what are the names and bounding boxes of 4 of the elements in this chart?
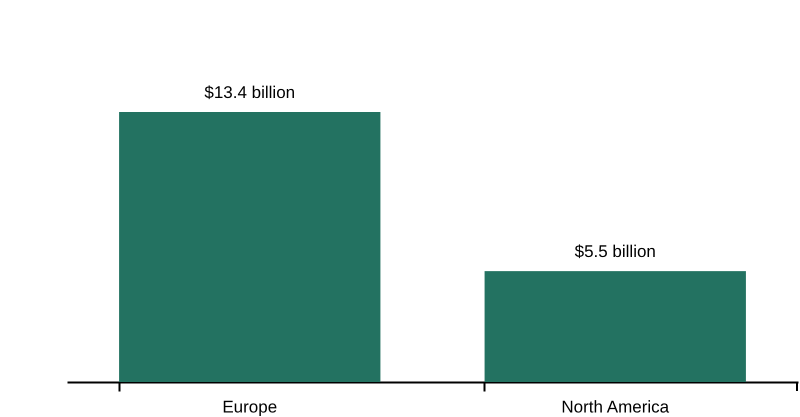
x-tick-label: Europe <box>222 398 278 416</box>
x-tick-label: North America <box>561 398 670 416</box>
data-label: $13.4 billion <box>204 83 296 102</box>
data-label: $5.5 billion <box>574 242 656 262</box>
